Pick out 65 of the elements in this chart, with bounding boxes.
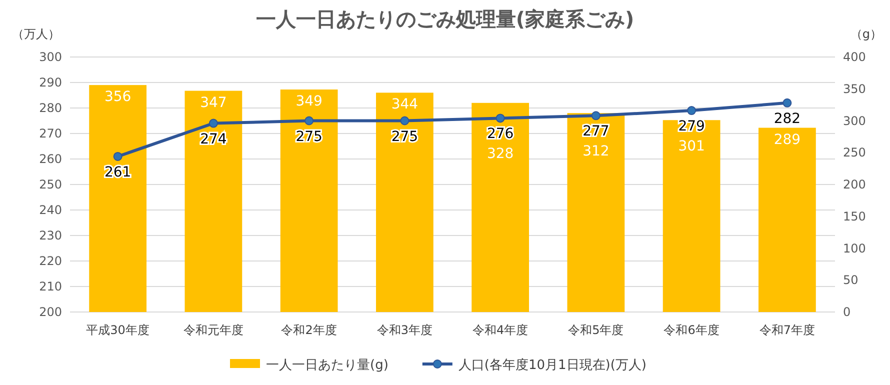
point bbox=[591, 111, 600, 120]
data-label: 275 bbox=[391, 128, 418, 145]
point bbox=[113, 152, 122, 161]
y2-tick-label: 50 bbox=[843, 273, 858, 288]
point bbox=[208, 118, 218, 128]
y-tick-label: 210 bbox=[39, 280, 62, 294]
y2-tick-label: 400 bbox=[843, 50, 866, 64]
y-tick-label: 270 bbox=[39, 126, 62, 140]
legend-label: 人口(各年度10月1日現在)(万人) bbox=[458, 357, 647, 373]
data-label: 349 bbox=[296, 94, 322, 110]
bar bbox=[567, 113, 625, 312]
point bbox=[782, 98, 792, 108]
y-tick-label: 220 bbox=[39, 254, 62, 268]
y-tick-label: 250 bbox=[39, 178, 62, 192]
data-label: 279 bbox=[678, 118, 705, 135]
data-label: 328 bbox=[486, 146, 514, 162]
x-tick-label: 令和4年度 bbox=[472, 323, 528, 337]
bar bbox=[472, 102, 529, 312]
y-tick-label: 200 bbox=[39, 305, 62, 319]
x-tick-label: 令和2年度 bbox=[281, 323, 337, 337]
y2-tick-label: 150 bbox=[843, 209, 866, 224]
legend-label: 一人一日あたり量(g) bbox=[266, 358, 388, 373]
data-label: 276 bbox=[486, 126, 514, 142]
bar bbox=[280, 90, 338, 312]
y-axis-title: （万人） bbox=[12, 27, 60, 41]
y2-axis-title: （g） bbox=[850, 27, 882, 41]
bar bbox=[184, 90, 242, 312]
y-tick-label: 230 bbox=[39, 228, 62, 242]
data-label: 282 bbox=[774, 110, 801, 127]
data-label: 275 bbox=[296, 128, 322, 145]
y2-tick-label: 200 bbox=[843, 178, 866, 192]
bar bbox=[376, 92, 434, 312]
bar bbox=[758, 128, 816, 312]
x-tick-label: 令和3年度 bbox=[376, 323, 433, 337]
y-tick-label: 260 bbox=[39, 152, 62, 166]
data-label: 261 bbox=[104, 164, 132, 180]
bar bbox=[662, 120, 720, 312]
point bbox=[400, 116, 410, 126]
y2-tick-label: 300 bbox=[843, 114, 866, 128]
y2-tick-label: 250 bbox=[843, 146, 866, 160]
chart-title: 一人一日あたりのごみ処理量(家庭系ごみ) bbox=[256, 7, 634, 31]
x-tick-label: 令和元年度 bbox=[183, 323, 244, 337]
data-label: 347 bbox=[200, 94, 227, 111]
y-tick-label: 280 bbox=[39, 101, 62, 115]
y-tick-label: 290 bbox=[39, 76, 62, 90]
data-label: 274 bbox=[200, 131, 227, 148]
data-label: 312 bbox=[582, 144, 610, 160]
x-tick-label: 令和6年度 bbox=[664, 323, 720, 337]
data-label: 356 bbox=[104, 89, 132, 106]
y-tick-label: 300 bbox=[39, 50, 62, 64]
bar bbox=[89, 85, 146, 312]
x-tick-label: 令和5年度 bbox=[568, 323, 624, 337]
x-tick-label: 令和7年度 bbox=[759, 323, 816, 337]
y-tick-label: 240 bbox=[39, 203, 62, 217]
data-label: 277 bbox=[582, 124, 610, 140]
point bbox=[496, 114, 505, 123]
data-label: 289 bbox=[774, 132, 801, 148]
y2-tick-label: 100 bbox=[843, 241, 866, 256]
y2-tick-label: 0 bbox=[843, 305, 851, 319]
point bbox=[304, 116, 314, 126]
data-label: 301 bbox=[678, 138, 705, 155]
data-label: 344 bbox=[391, 96, 418, 113]
x-tick-label: 平成30年度 bbox=[86, 323, 150, 337]
point bbox=[687, 106, 696, 116]
y2-tick-label: 350 bbox=[843, 82, 866, 96]
